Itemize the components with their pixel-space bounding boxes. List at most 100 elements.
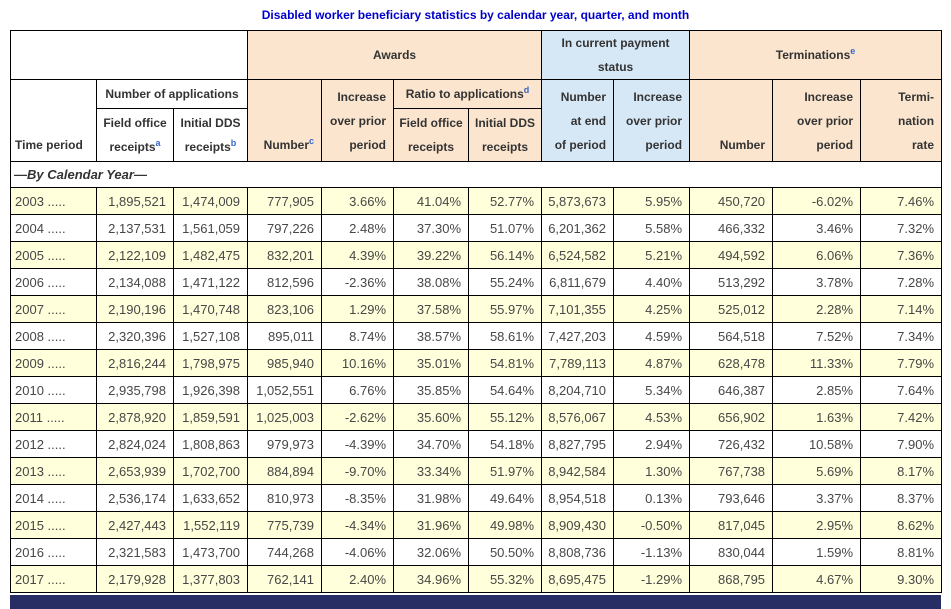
- value-cell: 4.40%: [613, 268, 691, 296]
- table-row: 2005 ..... 2,122,109 1,482,475 832,201 4.39%…: [10, 241, 943, 269]
- header-initial-dds-receipts: Initial DDS receiptsb: [172, 108, 249, 162]
- value-cell: 34.96%: [393, 565, 470, 593]
- value-cell: 1,552,119: [172, 511, 249, 539]
- value-cell: 4.67%: [772, 565, 862, 593]
- time-period-cell: 2013 .....: [10, 457, 97, 485]
- header-ratio-field-office: Field office receipts: [393, 108, 470, 162]
- value-cell: 8.37%: [860, 484, 943, 512]
- footnote-a: a: [155, 138, 161, 148]
- header-termination-rate: Termi- nation rate: [860, 79, 943, 162]
- value-cell: 1,052,551: [247, 376, 323, 404]
- value-cell: -0.50%: [613, 511, 691, 539]
- header-initial-dds-label: Initial DDS receipts: [180, 116, 241, 154]
- value-cell: 812,596: [247, 268, 323, 296]
- header-time-period: Time period: [10, 79, 97, 162]
- value-cell: 1,025,003: [247, 403, 323, 431]
- value-cell: 5.34%: [613, 376, 691, 404]
- header-row-cols: Field office receiptsa Initial DDS recei…: [11, 108, 942, 162]
- value-cell: 0.13%: [613, 484, 691, 512]
- value-cell: 5,873,673: [541, 187, 615, 215]
- value-cell: 4.59%: [613, 322, 691, 350]
- footnote-d: d: [523, 85, 530, 95]
- value-cell: 7.79%: [860, 349, 943, 377]
- value-cell: 55.32%: [468, 565, 543, 593]
- value-cell: 979,973: [247, 430, 323, 458]
- value-cell: 8,827,795: [541, 430, 615, 458]
- value-cell: 6.76%: [321, 376, 395, 404]
- value-cell: 2,179,928: [96, 565, 174, 593]
- header-terminations-number-label: Number: [719, 138, 766, 152]
- value-cell: 2,320,396: [96, 322, 174, 350]
- value-cell: 7.36%: [860, 241, 943, 269]
- value-cell: -4.06%: [321, 538, 395, 566]
- value-cell: 7.52%: [772, 322, 862, 350]
- value-cell: 1,859,591: [172, 403, 249, 431]
- value-cell: 7.42%: [860, 403, 943, 431]
- value-cell: 33.34%: [393, 457, 470, 485]
- header-field-office-receipts: Field office receiptsa: [96, 108, 174, 162]
- value-cell: 8,695,475: [541, 565, 615, 593]
- value-cell: 8,954,518: [541, 484, 615, 512]
- value-cell: 5.69%: [772, 457, 862, 485]
- header-ratio-initial-dds-label: Initial DDS receipts: [475, 116, 536, 154]
- header-ratio-label: Ratio to applications: [405, 87, 524, 101]
- value-cell: 35.01%: [393, 349, 470, 377]
- value-cell: 3.78%: [772, 268, 862, 296]
- value-cell: 54.64%: [468, 376, 543, 404]
- value-cell: 2,536,174: [96, 484, 174, 512]
- header-payment-increase-label: Increase over prior period: [626, 90, 683, 152]
- value-cell: 744,268: [247, 538, 323, 566]
- time-period-cell: 2004 .....: [10, 214, 97, 242]
- value-cell: 2.85%: [772, 376, 862, 404]
- statistics-table: Awards In current payment status Termina…: [9, 30, 943, 593]
- value-cell: 3.46%: [772, 214, 862, 242]
- header-payment-number: Number at end of period: [541, 79, 615, 162]
- value-cell: 54.81%: [468, 349, 543, 377]
- time-period-cell: 2009 .....: [10, 349, 97, 377]
- value-cell: -1.13%: [613, 538, 691, 566]
- table-row: 2008 ..... 2,320,396 1,527,108 895,011 8.74%…: [10, 322, 943, 350]
- value-cell: 10.58%: [772, 430, 862, 458]
- value-cell: 1,377,803: [172, 565, 249, 593]
- value-cell: 7,101,355: [541, 295, 615, 323]
- value-cell: 54.18%: [468, 430, 543, 458]
- value-cell: 4.53%: [613, 403, 691, 431]
- value-cell: 49.64%: [468, 484, 543, 512]
- table-row: 2013 ..... 2,653,939 1,702,700 884,894 -9.70…: [10, 457, 943, 485]
- value-cell: 494,592: [689, 241, 774, 269]
- value-cell: 7.90%: [860, 430, 943, 458]
- header-termination-rate-label: Termi- nation rate: [898, 90, 935, 152]
- value-cell: 41.04%: [393, 187, 470, 215]
- header-awards-increase-label: Increase over prior period: [330, 90, 387, 152]
- value-cell: 1,702,700: [172, 457, 249, 485]
- value-cell: 2,137,531: [96, 214, 174, 242]
- value-cell: 797,226: [247, 214, 323, 242]
- header-awards-label: Awards: [372, 48, 417, 62]
- value-cell: 868,795: [689, 565, 774, 593]
- value-cell: 5.95%: [613, 187, 691, 215]
- value-cell: 4.39%: [321, 241, 395, 269]
- value-cell: 51.97%: [468, 457, 543, 485]
- value-cell: -4.39%: [321, 430, 395, 458]
- value-cell: 2,134,088: [96, 268, 174, 296]
- table-row: 2010 ..... 2,935,798 1,926,398 1,052,551 6.7…: [10, 376, 943, 404]
- time-period-cell: 2014 .....: [10, 484, 97, 512]
- value-cell: 35.85%: [393, 376, 470, 404]
- bottom-scrollbar[interactable]: [10, 595, 941, 609]
- value-cell: 884,894: [247, 457, 323, 485]
- footnote-e: e: [850, 46, 856, 56]
- value-cell: 1.59%: [772, 538, 862, 566]
- header-ratio-field-office-label: Field office receipts: [399, 116, 463, 154]
- time-period-cell: 2007 .....: [10, 295, 97, 323]
- value-cell: 726,432: [689, 430, 774, 458]
- header-terminations-increase: Increase over prior period: [772, 79, 862, 162]
- value-cell: 646,387: [689, 376, 774, 404]
- time-period-cell: 2008 .....: [10, 322, 97, 350]
- value-cell: 6,811,679: [541, 268, 615, 296]
- value-cell: 37.58%: [393, 295, 470, 323]
- value-cell: 810,973: [247, 484, 323, 512]
- time-period-cell: 2017 .....: [10, 565, 97, 593]
- header-terminations: Terminationse: [689, 30, 943, 80]
- table-row: 2011 ..... 2,878,920 1,859,591 1,025,003 -2.…: [10, 403, 943, 431]
